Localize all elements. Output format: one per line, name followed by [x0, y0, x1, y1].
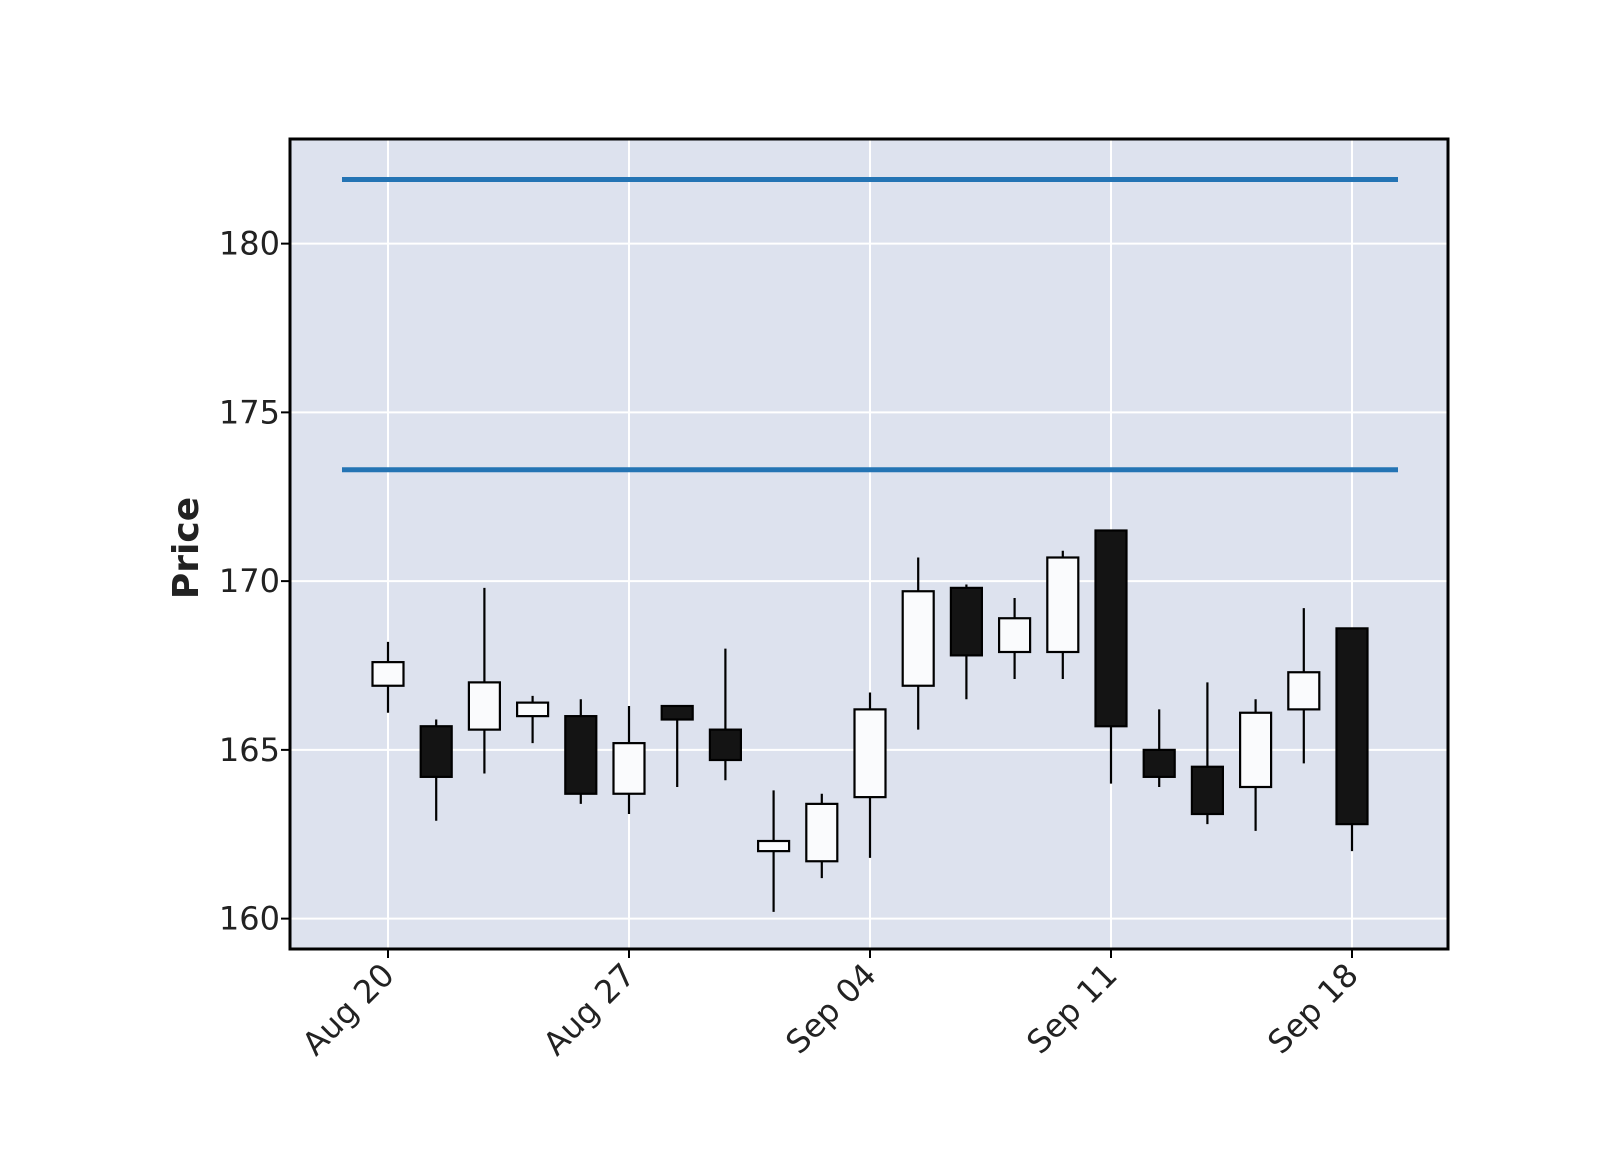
- x-tick-label: Sep 11: [1019, 956, 1125, 1062]
- candle-body-up: [467, 681, 501, 731]
- y-tick-label: 165: [219, 731, 280, 769]
- candle-body-up: [1238, 711, 1273, 789]
- y-axis: 160 165 170 175 180: [219, 225, 290, 938]
- candle: [660, 704, 694, 787]
- candle-body-up: [612, 742, 646, 795]
- candle: [949, 584, 984, 700]
- candle-body-up: [1287, 671, 1321, 711]
- candle: [1335, 627, 1369, 852]
- candle: [1238, 699, 1273, 831]
- x-tick-label: Aug 20: [295, 956, 402, 1063]
- candle-body-up: [997, 617, 1032, 654]
- candle: [419, 719, 453, 821]
- candle: [564, 699, 598, 804]
- candle: [612, 706, 646, 814]
- y-tick-label: 180: [219, 225, 280, 263]
- candle: [467, 587, 501, 774]
- candle-body-down: [564, 715, 598, 795]
- candle-body-up: [805, 802, 839, 863]
- candle: [1046, 550, 1080, 679]
- candle-body-up: [1046, 556, 1080, 654]
- y-tick-label: 160: [219, 900, 280, 938]
- candle: [708, 648, 743, 781]
- candle: [901, 557, 935, 730]
- horizontal-lines: [342, 177, 1398, 473]
- candle-body-down: [949, 586, 984, 657]
- candle-body-up: [756, 839, 791, 853]
- candle: [1190, 682, 1225, 825]
- candle-body-up: [371, 661, 405, 687]
- candle-body-up: [515, 701, 550, 718]
- x-axis: Aug 20 Aug 27 Sep 04 Sep 11 Sep 18: [295, 949, 1366, 1063]
- candle-body-down: [1190, 765, 1225, 816]
- candle-body-up: [853, 708, 887, 799]
- candle-body-down: [1335, 627, 1369, 826]
- x-tick-label: Sep 18: [1260, 956, 1366, 1062]
- candle-body-down: [419, 725, 453, 778]
- candle: [1287, 608, 1321, 764]
- candle: [805, 793, 839, 879]
- candle: [1142, 709, 1176, 787]
- candle: [853, 692, 887, 858]
- candle: [371, 641, 405, 713]
- candle-body-down: [1094, 529, 1128, 728]
- candle: [756, 790, 791, 912]
- y-tick-label: 170: [219, 562, 280, 600]
- candle: [515, 695, 550, 744]
- candle-body-down: [660, 704, 694, 721]
- candle-body-down: [1142, 748, 1176, 778]
- x-tick-label: Sep 04: [778, 956, 884, 1062]
- y-axis-label: Price: [166, 497, 207, 599]
- candle-body-up: [901, 590, 935, 687]
- y-tick-label: 175: [219, 393, 280, 431]
- candle: [997, 598, 1032, 679]
- candles: [371, 529, 1369, 912]
- x-tick-label: Aug 27: [536, 956, 643, 1063]
- candle-body-down: [708, 728, 743, 762]
- candle: [1094, 529, 1128, 784]
